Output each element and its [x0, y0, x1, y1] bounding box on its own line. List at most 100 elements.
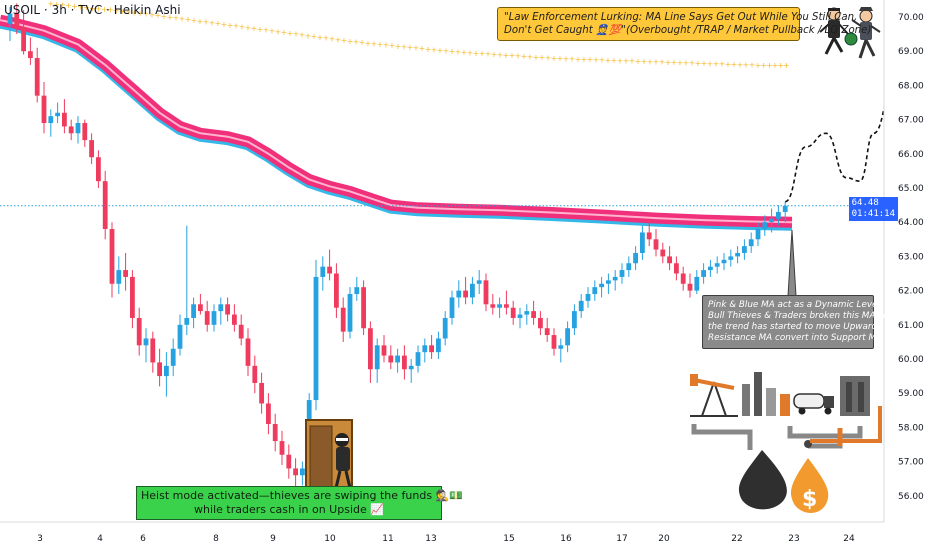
- price-tick-label: 70.00: [898, 13, 924, 23]
- symbol-label: USOIL: [4, 3, 41, 17]
- candle-body: [218, 304, 224, 312]
- target-dot: +: [659, 58, 666, 67]
- time-tick-label: 11: [382, 534, 393, 544]
- candle-body: [660, 249, 666, 257]
- target-dot: +: [341, 36, 348, 45]
- price-tick-label: 59.00: [898, 389, 924, 399]
- oil-tanker-truck-icon: [793, 393, 834, 415]
- candle-body: [191, 304, 196, 318]
- candle-body: [510, 307, 516, 318]
- target-dot: +: [749, 61, 756, 70]
- candle-body: [232, 314, 237, 325]
- target-dot: +: [641, 57, 648, 66]
- price-axis[interactable]: 56.00 57.00 58.00 59.00 60.00 61.00 62.00 63.00…: [883, 0, 932, 550]
- candle-body: [14, 13, 20, 28]
- candle: [395, 348, 400, 373]
- candle-body: [640, 232, 645, 253]
- header-separator: ·: [43, 3, 48, 17]
- target-dot: +: [383, 41, 390, 50]
- candle: [381, 335, 387, 363]
- candle: [510, 300, 516, 325]
- candle: [463, 276, 468, 305]
- candle: [735, 246, 740, 264]
- candle: [408, 359, 414, 383]
- candle-body: [721, 259, 727, 264]
- candle: [544, 317, 550, 342]
- target-dot: +: [503, 51, 510, 60]
- target-dot: +: [365, 39, 372, 48]
- candle-body: [89, 140, 94, 158]
- heist-mode-callout[interactable]: Heist mode activated—thieves are swiping…: [136, 486, 463, 520]
- candle: [476, 270, 482, 295]
- candle: [102, 170, 108, 240]
- candle-body: [701, 270, 706, 277]
- time-tick-label: 13: [425, 534, 436, 544]
- candle: [776, 205, 781, 226]
- candle: [497, 297, 502, 318]
- target-dot: +: [185, 15, 192, 24]
- target-dot: +: [47, 0, 54, 8]
- target-dot: +: [533, 53, 540, 62]
- candle-body: [211, 311, 217, 325]
- time-tick-label: 24: [843, 534, 855, 544]
- interval-label[interactable]: 3h: [51, 3, 67, 17]
- candle-body: [136, 317, 142, 346]
- ma-dynamic-level-callout[interactable]: Pink & Blue MA act as a Dynamic Level Bu…: [702, 295, 894, 349]
- candle-body: [483, 280, 489, 305]
- time-axis[interactable]: 3 4 6 8 9 10 11 13 15 16 17 20 22 23 24: [0, 521, 884, 544]
- candle: [517, 307, 523, 329]
- target-dot: +: [545, 54, 552, 63]
- callout-line: Don't Get Caught 👮💯"(Overbought /TRAP / …: [504, 25, 872, 36]
- candle-body: [7, 13, 13, 24]
- candle-body: [531, 311, 536, 318]
- candle: [415, 345, 421, 373]
- candle: [585, 287, 591, 308]
- candle: [7, 6, 13, 41]
- target-dot: +: [527, 52, 534, 61]
- candle-body: [157, 362, 162, 377]
- candle-body: [504, 304, 509, 308]
- candle: [538, 311, 543, 336]
- candle-body: [578, 300, 584, 312]
- candle-body: [170, 348, 176, 366]
- target-dot: +: [467, 48, 474, 57]
- candle-body: [245, 338, 251, 366]
- police-officer-icon: [851, 7, 881, 59]
- candle-body: [687, 283, 693, 291]
- target-dot: +: [311, 32, 318, 41]
- candle-body: [755, 229, 761, 240]
- candle-body: [429, 345, 434, 353]
- target-dot: +: [245, 23, 252, 32]
- candle-body: [143, 338, 149, 346]
- candle: [599, 276, 604, 298]
- bar-countdown: 01:41:14: [851, 209, 895, 219]
- law-enforcement-callout[interactable]: "Law Enforcement Lurking: MA Line Says G…: [497, 7, 872, 41]
- candle: [21, 10, 26, 55]
- time-tick-label: 23: [788, 534, 799, 544]
- candle: [320, 256, 326, 291]
- candle-body: [748, 239, 754, 247]
- current-price-tag: 64.48 01:41:14: [848, 197, 898, 221]
- candle-body: [463, 290, 468, 298]
- target-dot: +: [101, 5, 108, 14]
- target-dot: +: [401, 42, 408, 51]
- candle-body: [334, 273, 339, 308]
- target-dot: +: [431, 45, 438, 54]
- candle: [422, 338, 428, 363]
- candle: [327, 249, 332, 281]
- price-tick-label: 58.00: [898, 423, 924, 433]
- target-dot: +: [197, 17, 204, 26]
- time-tick-label: 6: [140, 534, 146, 544]
- candle: [354, 276, 360, 301]
- candle: [300, 461, 305, 486]
- candle-body: [150, 338, 156, 363]
- candle: [687, 273, 693, 298]
- candle: [245, 328, 251, 377]
- target-dot: +: [437, 46, 444, 55]
- candle-body: [653, 239, 659, 250]
- target-dot: +: [719, 60, 726, 69]
- target-dot: +: [425, 45, 432, 54]
- chart-style-label[interactable]: Heikin Ashi: [113, 3, 181, 17]
- candle-body: [279, 441, 285, 455]
